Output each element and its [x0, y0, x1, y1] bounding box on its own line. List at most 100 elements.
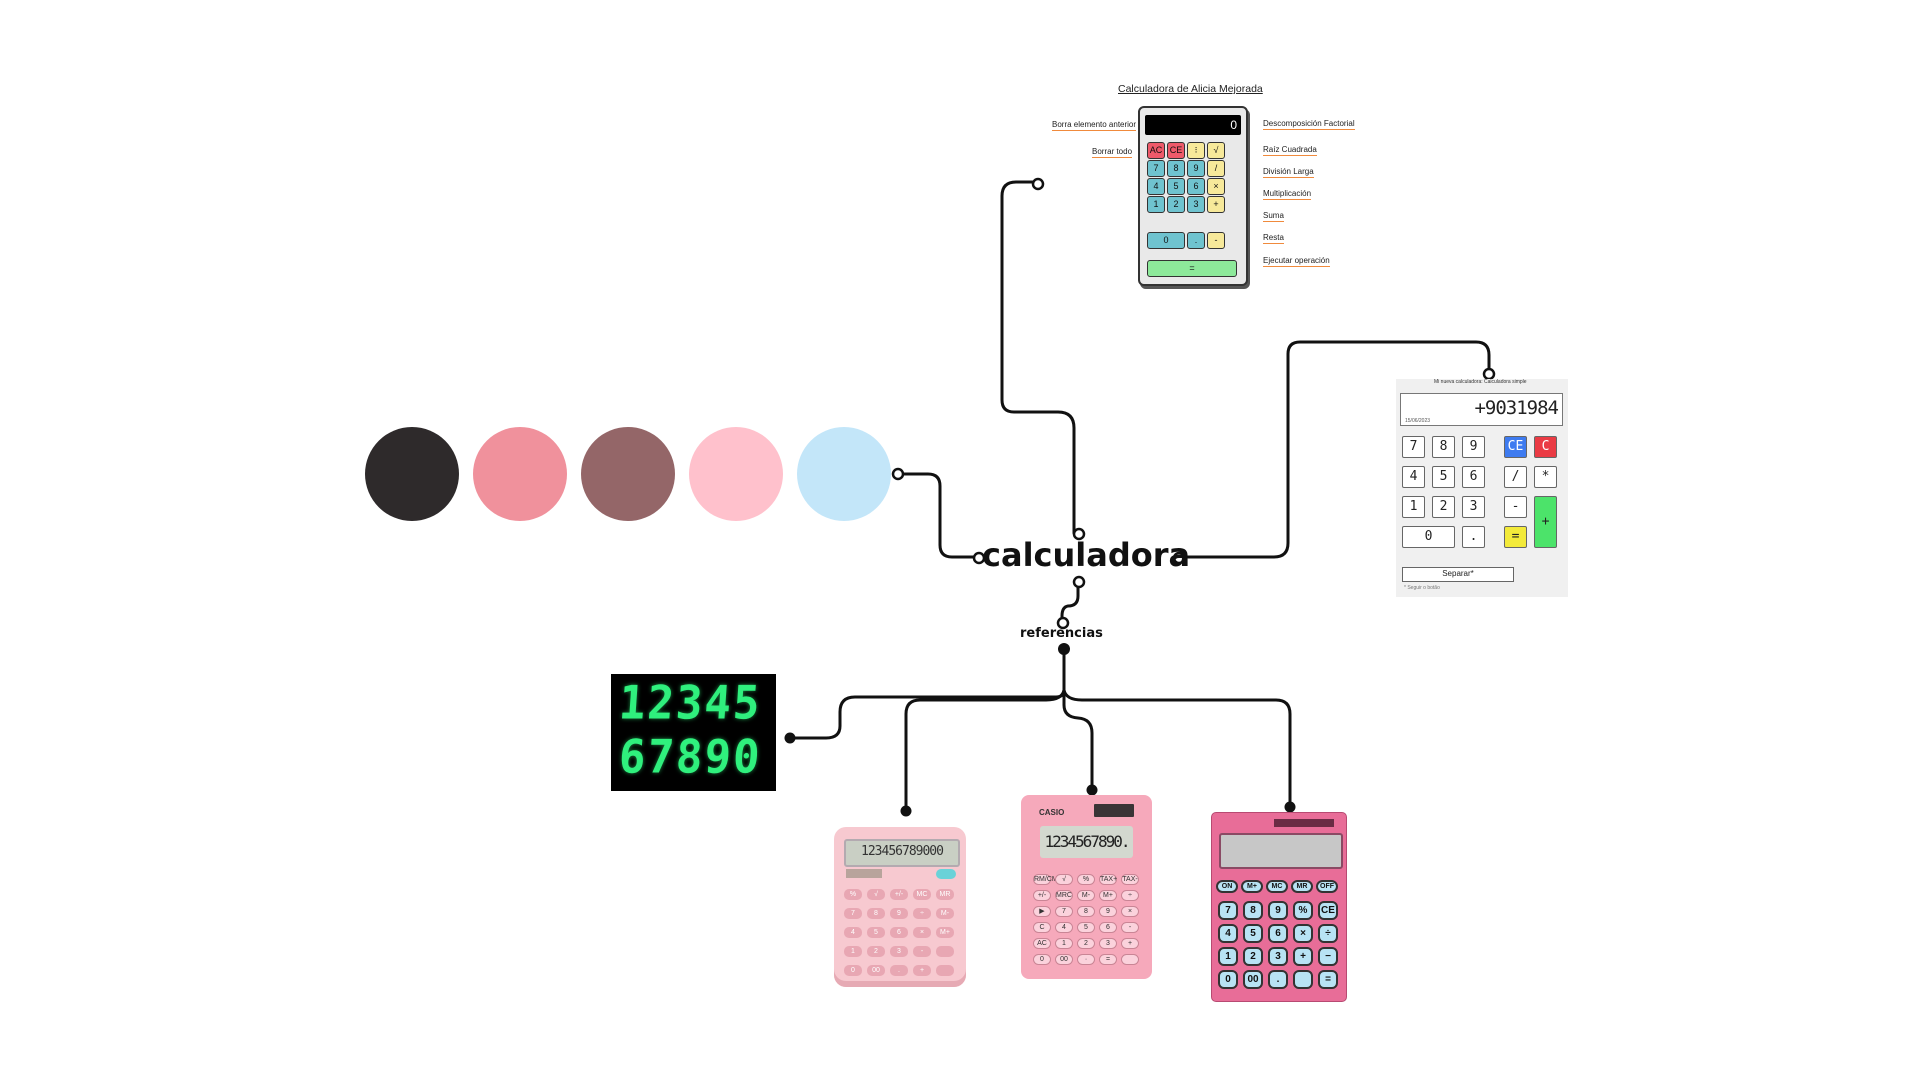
screenshot-calc-key[interactable]: /: [1504, 466, 1527, 488]
ref-key[interactable]: CE: [1167, 142, 1185, 159]
pink-calc-2-key: 2: [1077, 938, 1095, 949]
annotation-right-1: Descomposición Factorial: [1263, 119, 1355, 130]
ref-key[interactable]: 3: [1187, 196, 1205, 213]
annotation-right-5: Suma: [1263, 211, 1284, 222]
ref-key[interactable]: 4: [1147, 178, 1165, 195]
on-key: [936, 869, 956, 879]
ref-key-equals[interactable]: =: [1147, 260, 1237, 277]
connector-endpoint: [1285, 802, 1296, 813]
pink-calc-1-key: M+: [936, 927, 954, 938]
pink-calc-3-key: 6: [1268, 924, 1288, 943]
pink-calc-2-key: ÷: [1121, 890, 1139, 901]
pink-calc-3-key: 2: [1243, 947, 1263, 966]
screenshot-calc-key[interactable]: 5: [1432, 466, 1455, 488]
pink-calc-2-key: 6: [1099, 922, 1117, 933]
ref-key[interactable]: 9: [1187, 160, 1205, 177]
reference-calculator[interactable]: 0 AC CE ⁝ √ 7 8 9/ 4 5 6 × 1 2 3 +0. - =: [1138, 106, 1248, 286]
connector-hub: [1058, 643, 1070, 655]
central-topic[interactable]: calculadora: [982, 536, 1190, 574]
brand-logo: CASIO: [1039, 808, 1064, 817]
ref-key-dot[interactable]: .: [1187, 232, 1205, 249]
pink-calc-2-key: MRC: [1055, 890, 1073, 901]
ref-key-minus[interactable]: -: [1207, 232, 1225, 249]
link-pink-1: [906, 690, 1064, 810]
screenshot-calc-key[interactable]: 3: [1462, 496, 1485, 518]
connector-endpoint: [893, 469, 903, 479]
pink-calc-2-key: AC: [1033, 938, 1051, 949]
pink-calc-2-key: 9: [1099, 906, 1117, 917]
pink-calc-1-key: MR: [936, 889, 954, 900]
link-referencias: [1062, 582, 1078, 622]
separate-button[interactable]: Separar*: [1402, 567, 1514, 582]
pink-calc-2-key: √: [1055, 874, 1073, 885]
pink-calc-3-display: [1219, 833, 1343, 869]
ref-key[interactable]: /: [1207, 160, 1225, 177]
ref-key[interactable]: AC: [1147, 142, 1165, 159]
ref-key-zero[interactable]: 0: [1147, 232, 1185, 249]
subtopic-referencias[interactable]: referencias: [1020, 626, 1103, 641]
link-digital: [790, 648, 1064, 738]
color-swatch-5: [797, 427, 891, 521]
ref-key[interactable]: ×: [1207, 178, 1225, 195]
separate-hint: * Seguir o botão: [1404, 585, 1440, 591]
pink-calc-3-top-key: OFF: [1316, 880, 1338, 893]
pink-calc-2-key: TAX-: [1121, 874, 1139, 885]
screenshot-calc-key[interactable]: 9: [1462, 436, 1485, 458]
screenshot-calc-title: Mi nueva calculadora: Calculadora simple: [1434, 379, 1527, 385]
screenshot-calc-key[interactable]: 8: [1432, 436, 1455, 458]
solar-panel: [1274, 819, 1334, 827]
pink-calc-2-key: 7: [1055, 906, 1073, 917]
connector-endpoint: [1087, 785, 1098, 796]
screenshot-calc-key[interactable]: 4: [1402, 466, 1425, 488]
pink-calc-2-key: 5: [1077, 922, 1095, 933]
ref-key[interactable]: 6: [1187, 178, 1205, 195]
pink-calculator-2: CASIO 1234567890. RM/CM √% TAX+ TAX- +/- MRC M…: [1021, 795, 1152, 979]
color-swatch-1: [365, 427, 459, 521]
pink-calc-1-key: +/-: [890, 889, 908, 900]
ref-key[interactable]: 8: [1167, 160, 1185, 177]
screenshot-calc-value: +9031984: [1474, 397, 1558, 419]
screenshot-calculator[interactable]: Mi nueva calculadora: Calculadora simple…: [1396, 379, 1568, 597]
screenshot-calc-key[interactable]: C: [1534, 436, 1557, 458]
pink-calc-3-key: ÷: [1318, 924, 1338, 943]
ref-key[interactable]: √: [1207, 142, 1225, 159]
screenshot-calc-key[interactable]: 7: [1402, 436, 1425, 458]
connector-endpoint: [1033, 179, 1043, 189]
pink-calc-1-key: .: [890, 965, 908, 976]
pink-calc-1-key: ÷: [913, 908, 931, 919]
pink-calc-2-key: 00: [1055, 954, 1073, 965]
screenshot-calc-key[interactable]: 0: [1402, 526, 1455, 548]
screenshot-calc-key[interactable]: 6: [1462, 466, 1485, 488]
pink-calc-1-key: -: [913, 946, 931, 957]
ref-key[interactable]: 1: [1147, 196, 1165, 213]
screenshot-calc-key[interactable]: 1: [1402, 496, 1425, 518]
ref-key[interactable]: 2: [1167, 196, 1185, 213]
screenshot-calc-key[interactable]: -: [1504, 496, 1527, 518]
screenshot-calc-key[interactable]: +: [1534, 496, 1557, 548]
screenshot-calc-key[interactable]: 2: [1432, 496, 1455, 518]
color-swatch-2: [473, 427, 567, 521]
ref-key[interactable]: 7: [1147, 160, 1165, 177]
screenshot-calc-key[interactable]: =: [1504, 526, 1527, 548]
ref-key[interactable]: +: [1207, 196, 1225, 213]
ref-key[interactable]: 5: [1167, 178, 1185, 195]
annotation-right-4: Multiplicación: [1263, 189, 1311, 200]
screenshot-calc-date: 15/06/2023: [1405, 418, 1430, 424]
pink-calc-1-key: 4: [844, 927, 862, 938]
pink-calc-1-key: [936, 965, 954, 976]
annotation-right-6: Resta: [1263, 233, 1284, 244]
solar-panel: [846, 869, 882, 878]
screenshot-calc-key[interactable]: .: [1462, 526, 1485, 548]
seven-segment-row-1: 12345: [617, 677, 763, 731]
connector-endpoint: [1074, 577, 1084, 587]
pink-calc-3-key: 5: [1243, 924, 1263, 943]
pink-calc-1-key: 00: [867, 965, 885, 976]
ref-key[interactable]: ⁝: [1187, 142, 1205, 159]
pink-calc-2-key: ·: [1077, 954, 1095, 965]
screenshot-calc-key[interactable]: CE: [1504, 436, 1527, 458]
link-pink-2: [1064, 690, 1092, 790]
pink-calc-3-key: −: [1318, 947, 1338, 966]
screenshot-calc-key[interactable]: *: [1534, 466, 1557, 488]
seven-segment-row-2: 67890: [617, 731, 763, 785]
annotation-right-3: División Larga: [1263, 167, 1314, 178]
